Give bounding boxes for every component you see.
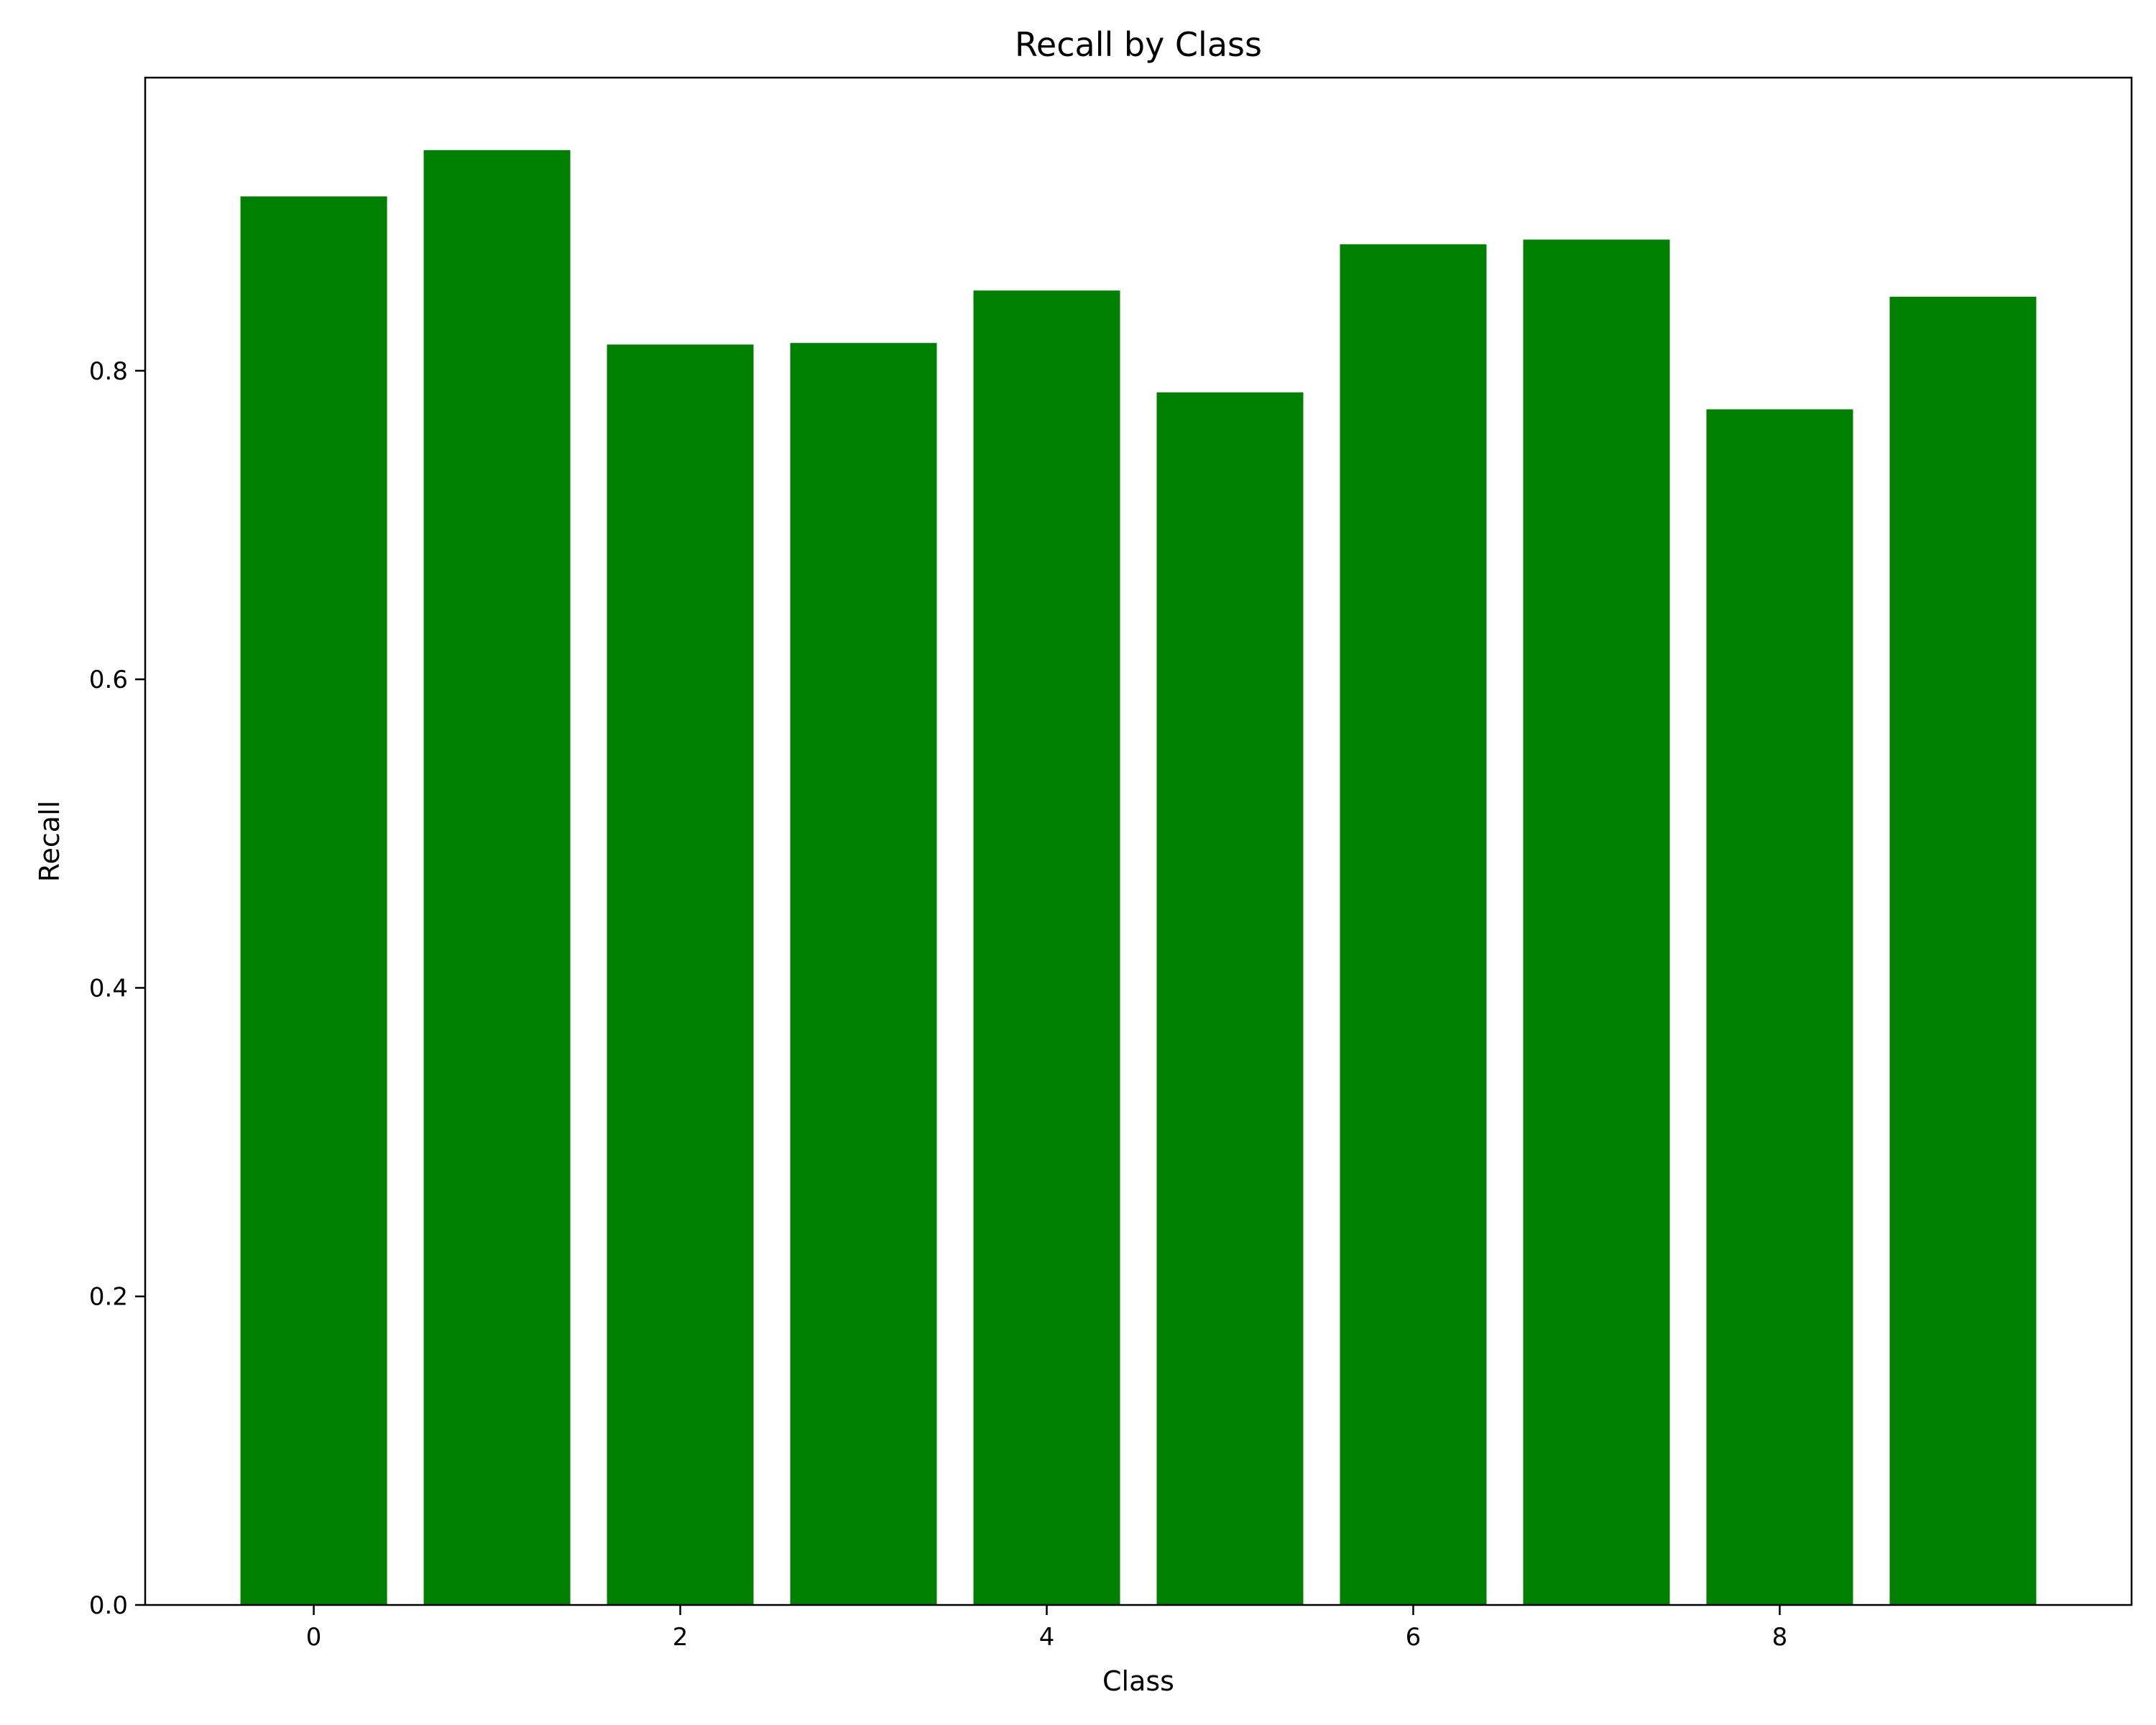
bar-class-6	[1340, 244, 1487, 1606]
y-tick-label: 0.2	[89, 1283, 128, 1312]
y-tick-label: 0.8	[89, 357, 128, 386]
y-tick-label: 0.6	[89, 666, 128, 694]
x-tick-label: 0	[306, 1623, 322, 1652]
y-tick-label: 0.0	[89, 1591, 128, 1620]
bar-class-1	[423, 150, 571, 1606]
y-tick-label: 0.4	[89, 974, 128, 1003]
bar-class-3	[790, 343, 937, 1606]
bar-class-5	[1156, 392, 1304, 1605]
x-tick-label: 2	[673, 1623, 688, 1652]
bar-class-7	[1523, 239, 1670, 1605]
x-tick-label: 6	[1406, 1623, 1422, 1652]
bar-class-8	[1706, 409, 1853, 1605]
x-tick-label: 4	[1039, 1623, 1055, 1652]
chart-title: Recall by Class	[1015, 25, 1262, 64]
bar-class-4	[973, 290, 1120, 1605]
bars-layer	[240, 150, 2037, 1606]
x-axis-label: Class	[1102, 1665, 1174, 1697]
bar-class-9	[1889, 296, 2037, 1605]
x-tick-label: 8	[1772, 1623, 1788, 1652]
bar-class-0	[240, 196, 387, 1605]
y-axis-label: Recall	[34, 801, 65, 882]
bar-class-2	[607, 344, 754, 1605]
y-axis-ticks: 0.0 0.2 0.4 0.6 0.8	[89, 357, 145, 1620]
plot-frame	[144, 76, 2133, 1606]
x-axis-ticks: 0 2 4 6 8	[306, 1605, 1787, 1652]
